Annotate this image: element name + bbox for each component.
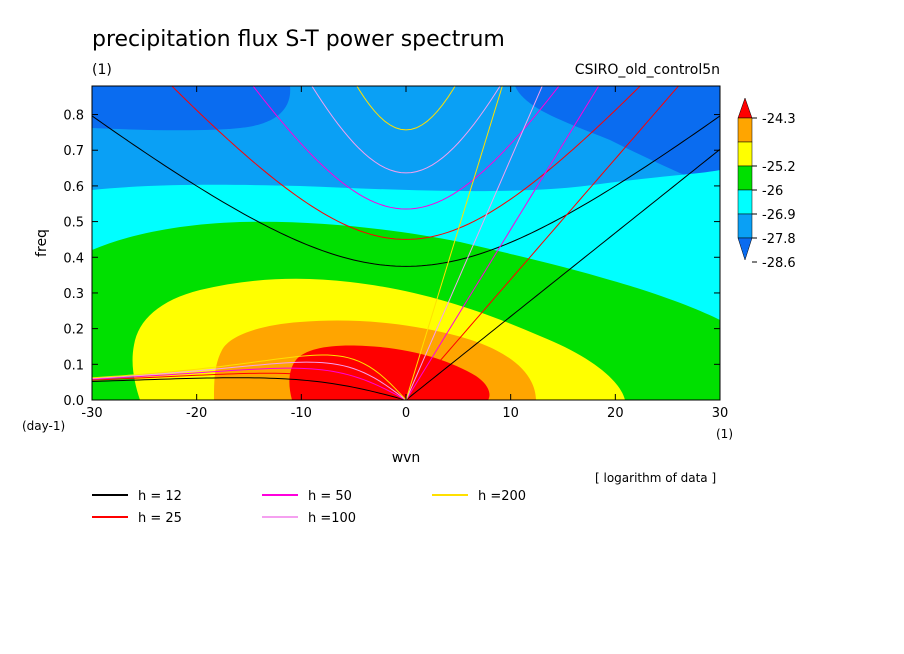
- colorbar-min-triangle: [737, 237, 753, 261]
- y-tick-label: 0.3: [63, 287, 84, 302]
- data-note: [ logarithm of data ]: [595, 471, 716, 485]
- colorbar: -28.6 -27.8 -26.9 -26 -25.2 -24.3: [737, 97, 796, 271]
- colorbar-label: -26: [762, 184, 783, 199]
- legend: h = 12 h = 25 h = 50 h =100 h =200: [92, 489, 526, 526]
- inertia-gravity-curve: [311, 86, 501, 174]
- kelvin-curve: [405, 86, 543, 400]
- colorbar-label: -25.2: [762, 160, 796, 175]
- x-tick-label: 10: [502, 406, 519, 421]
- colorbar-swatch: [737, 165, 753, 191]
- legend-label: h = 25: [138, 511, 182, 526]
- y-tick-label: 0.8: [63, 109, 84, 124]
- contour-band-red: [289, 345, 490, 400]
- x-tick-label: 20: [607, 406, 624, 421]
- kelvin-curve: [405, 148, 720, 400]
- chart-subtitle-right: CSIRO_old_control5n: [575, 62, 720, 78]
- inertia-gravity-curve: [92, 115, 720, 267]
- colorbar-label: -28.6: [762, 256, 796, 271]
- chart-title: precipitation flux S-T power spectrum: [92, 27, 505, 52]
- rossby-curve: [92, 367, 407, 400]
- y-tick-label: 0.6: [63, 180, 84, 195]
- colorbar-max-triangle: [737, 97, 753, 119]
- legend-label: h = 12: [138, 489, 182, 504]
- legend-label: h = 50: [308, 489, 352, 504]
- rossby-curve: [92, 372, 407, 400]
- colorbar-swatch: [737, 141, 753, 167]
- contour-band-dark-blue-upper-left: [92, 86, 291, 131]
- y-tick-label: 0.0: [63, 394, 84, 409]
- x-axis-unit: (1): [716, 427, 733, 441]
- y-tick-label: 0.5: [63, 216, 84, 231]
- kelvin-curve: [405, 86, 680, 400]
- rossby-curve: [92, 354, 407, 400]
- y-tick-label: 0.2: [63, 323, 84, 338]
- y-axis-unit: (day-1): [22, 419, 65, 433]
- contour-band-dark-blue-upper-right: [515, 86, 720, 190]
- legend-label: h =100: [308, 511, 356, 526]
- dispersion-curves: [92, 86, 720, 400]
- y-tick-label: 0.7: [63, 144, 84, 159]
- inertia-gravity-curve: [356, 86, 456, 131]
- legend-label: h =200: [478, 489, 526, 504]
- x-tick-label: 30: [712, 406, 729, 421]
- kelvin-curve: [405, 86, 600, 400]
- colorbar-swatch: [737, 117, 753, 143]
- colorbar-label: -24.3: [762, 112, 796, 127]
- axes: -30 -20 -10 0 10 20 30 0.0 0.1 0.2 0.3 0.4 0.5 0.6 0.7…: [63, 86, 728, 421]
- x-tick-label: -20: [186, 406, 207, 421]
- x-tick-label: -10: [291, 406, 312, 421]
- rossby-curve: [92, 361, 407, 400]
- kelvin-curve: [405, 86, 503, 400]
- colorbar-label: -26.9: [762, 208, 796, 223]
- inertia-gravity-curve: [171, 86, 641, 240]
- y-axis-label: freq: [34, 229, 50, 257]
- colorbar-swatch: [737, 189, 753, 215]
- rossby-curve: [92, 377, 407, 400]
- x-axis-label: wvn: [392, 450, 421, 466]
- x-tick-label: -30: [81, 406, 102, 421]
- x-tick-label: 0: [402, 406, 410, 421]
- y-tick-label: 0.1: [63, 358, 84, 373]
- inertia-gravity-curve: [252, 86, 560, 210]
- chart-subtitle-left: (1): [92, 62, 112, 78]
- colorbar-swatch: [737, 213, 753, 239]
- y-tick-label: 0.4: [63, 251, 84, 266]
- contour-field: [92, 86, 720, 400]
- colorbar-label: -27.8: [762, 232, 796, 247]
